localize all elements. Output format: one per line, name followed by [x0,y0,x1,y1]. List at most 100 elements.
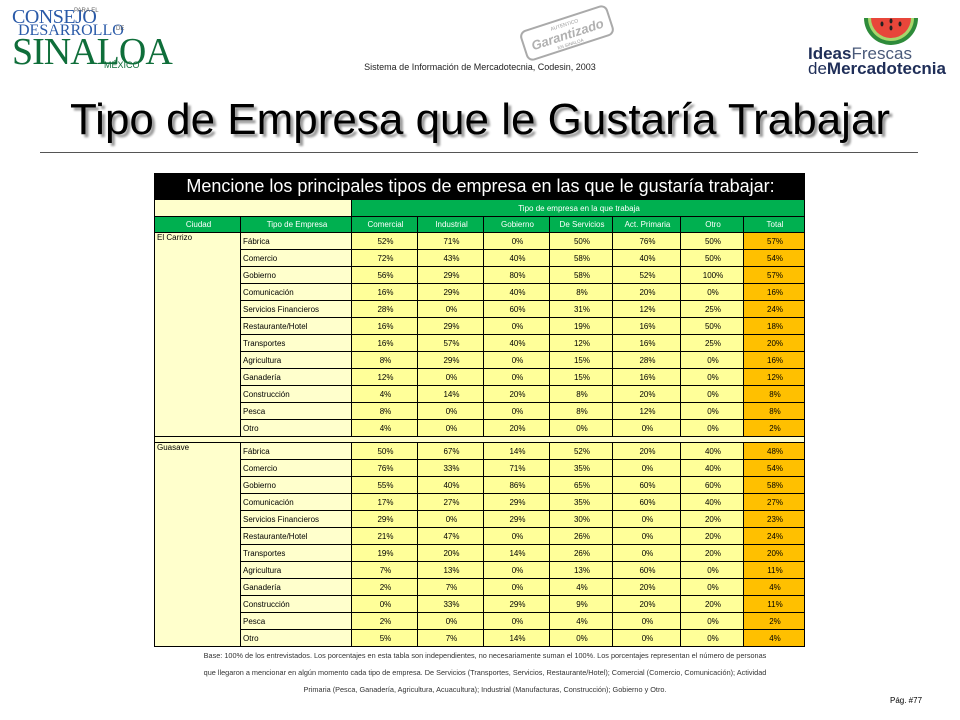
value-cell: 100% [680,266,744,284]
value-cell: 29% [417,317,484,335]
value-cell: 20% [612,283,681,301]
value-cell: 40% [483,283,550,301]
tipo-empresa-cell: Transportes [240,544,352,562]
value-cell: 52% [549,442,613,460]
value-cell: 7% [417,629,484,647]
value-cell: 2% [351,612,418,630]
col-header-tipo: Tipo de Empresa [240,216,352,233]
value-cell: 14% [483,544,550,562]
total-cell: 8% [742,402,806,420]
tipo-empresa-cell: Servicios Financieros [240,510,352,528]
value-cell: 40% [483,249,550,267]
city-cell: Guasave [154,442,241,647]
tipo-empresa-cell: Gobierno [240,266,352,284]
value-cell: 2% [351,578,418,596]
table-row: Construcción 4% 14% 20% 8% 20% 0% 8% [155,385,806,403]
page-subtitle: Sistema de Información de Mercadotecnia,… [364,62,596,72]
value-cell: 50% [549,232,613,250]
table-row: Construcción 0% 33% 29% 9% 20% 20% 11% [155,595,806,613]
table-row: Guasave Fábrica 50% 67% 14% 52% 20% 40% 48% [154,442,806,647]
value-cell: 40% [680,459,744,477]
value-cell: 0% [612,629,681,647]
table-row: El Carrizo Fábrica 52% 71% 0% 50% 76% 50% 57% [154,232,806,437]
tipo-empresa-cell: Ganadería [240,368,352,386]
tipo-empresa-cell: Restaurante/Hotel [240,527,352,545]
value-cell: 4% [549,612,613,630]
value-cell: 29% [483,595,550,613]
group-header: Tipo de empresa en la que trabaja [350,199,806,217]
total-cell: 24% [742,527,806,545]
table-row: Comercio 72% 43% 40% 58% 40% 50% 54% [155,249,806,267]
value-cell: 0% [483,317,550,335]
total-cell: 16% [742,351,806,369]
value-cell: 29% [483,493,550,511]
value-cell: 0% [549,419,613,437]
base-note-line-3: Primaria (Pesca, Ganadería, Agricultura,… [303,685,667,694]
group-header-row: Tipo de empresa en la que trabaja [154,199,806,217]
total-cell: 20% [742,334,806,352]
value-cell: 76% [351,459,418,477]
tipo-empresa-cell: Construcción [240,385,352,403]
value-cell: 86% [483,476,550,494]
table-row: Gobierno 55% 40% 86% 65% 60% 60% 58% [155,476,806,494]
value-cell: 20% [483,419,550,437]
total-cell: 11% [742,561,806,579]
value-cell: 0% [680,351,744,369]
value-cell: 0% [417,510,484,528]
logo-de-word: de [808,59,827,78]
logo-ideas-word: Ideas [808,44,852,63]
table-row: Servicios Financieros 28% 0% 60% 31% 12% 25% 24… [155,300,806,318]
tipo-empresa-cell: Restaurante/Hotel [240,317,352,335]
value-cell: 20% [680,544,744,562]
total-cell: 24% [742,300,806,318]
tipo-empresa-cell: Construcción [240,595,352,613]
value-cell: 35% [549,493,613,511]
value-cell: 13% [549,561,613,579]
value-cell: 20% [680,510,744,528]
value-cell: 29% [417,283,484,301]
col-header-industrial: Industrial [417,216,484,233]
value-cell: 40% [483,334,550,352]
value-cell: 20% [612,385,681,403]
value-cell: 0% [417,402,484,420]
table-row: Comunicación 17% 27% 29% 35% 60% 40% 27% [155,493,806,511]
value-cell: 0% [483,561,550,579]
value-cell: 16% [612,368,681,386]
value-cell: 40% [417,476,484,494]
value-cell: 40% [612,249,681,267]
total-cell: 12% [742,368,806,386]
value-cell: 16% [351,317,418,335]
total-cell: 8% [742,385,806,403]
value-cell: 12% [612,402,681,420]
total-cell: 57% [742,232,806,250]
table-row: Otro 5% 7% 14% 0% 0% 0% 4% [155,629,806,647]
value-cell: 33% [417,595,484,613]
garantizado-stamp: AUTENTICO Garantizado EN SINALOA [512,4,622,62]
value-cell: 20% [612,578,681,596]
value-cell: 15% [549,351,613,369]
value-cell: 56% [351,266,418,284]
table-row: Otro 4% 0% 20% 0% 0% 0% 2% [155,419,806,437]
value-cell: 0% [612,544,681,562]
table-row: Agricultura 8% 29% 0% 15% 28% 0% 16% [155,351,806,369]
table-row: Gobierno 56% 29% 80% 58% 52% 100% 57% [155,266,806,284]
value-cell: 27% [417,493,484,511]
total-cell: 48% [742,442,806,460]
col-header-primaria: Act. Primaria [612,216,681,233]
col-header-gobierno: Gobierno [483,216,550,233]
tipo-empresa-cell: Transportes [240,334,352,352]
total-cell: 4% [742,629,806,647]
value-cell: 9% [549,595,613,613]
total-cell: 11% [742,595,806,613]
logo-desarrollo-text: DESARROLLO [18,22,124,39]
value-cell: 0% [549,629,613,647]
total-cell: 23% [742,510,806,528]
value-cell: 20% [680,527,744,545]
value-cell: 50% [680,249,744,267]
table-row: Comercio 76% 33% 71% 35% 0% 40% 54% [155,459,806,477]
value-cell: 16% [351,334,418,352]
value-cell: 16% [351,283,418,301]
value-cell: 12% [549,334,613,352]
value-cell: 0% [680,561,744,579]
value-cell: 0% [680,629,744,647]
